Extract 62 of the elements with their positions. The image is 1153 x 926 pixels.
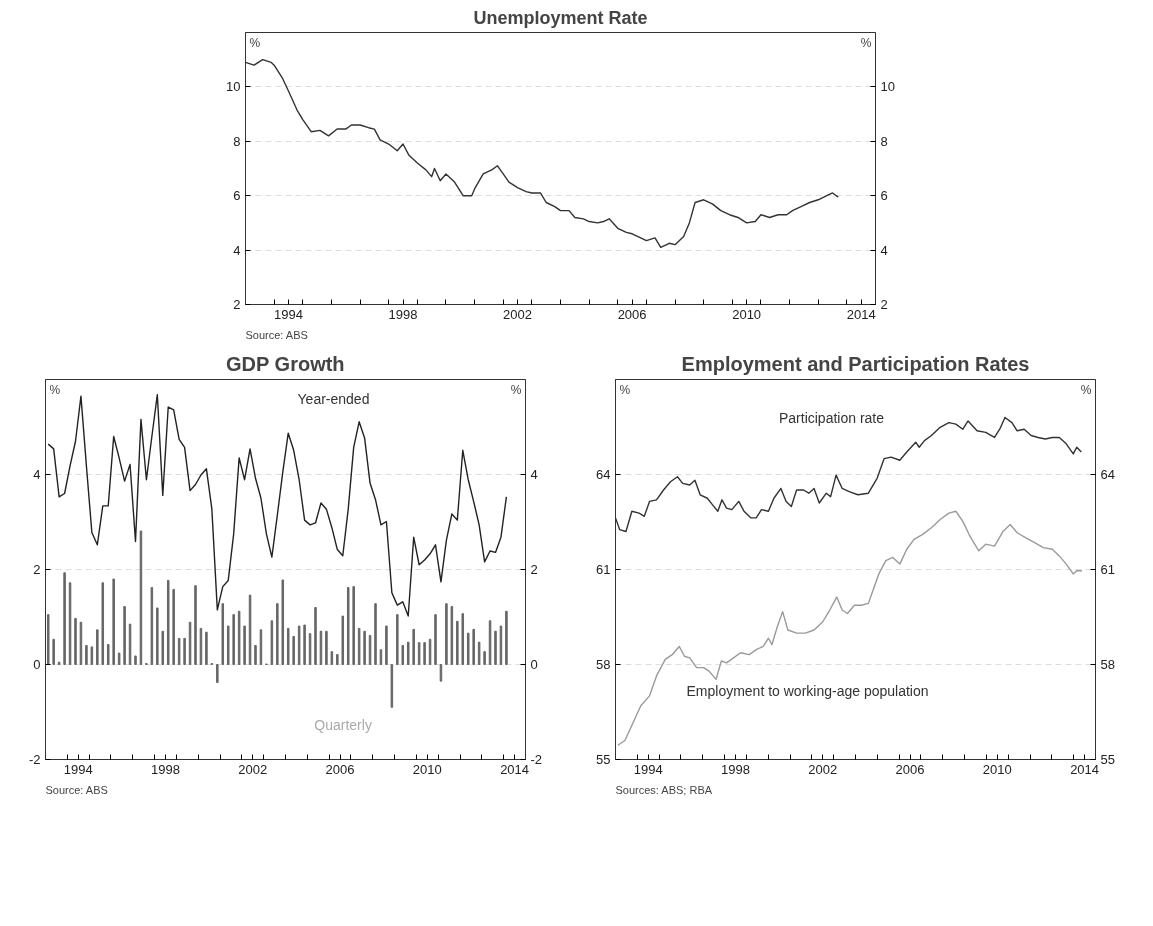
y2-tick-label: 55	[1100, 752, 1115, 767]
y2-tick-label: 10	[880, 79, 895, 95]
y-tick-label: 2	[33, 562, 41, 577]
x-tick-label: 2010	[732, 306, 762, 322]
y2-axis-title: %	[860, 35, 872, 50]
line-series	[47, 394, 508, 617]
x-tick-label: 2014	[1070, 761, 1100, 777]
chart-title: Employment and Participation Rates	[681, 352, 1030, 375]
x-tick-label: 2006	[895, 761, 925, 777]
text: Participation rate	[778, 409, 885, 426]
y-axis-title: %	[49, 382, 61, 397]
x-tick-label: 2006	[325, 761, 355, 777]
y-tick-label: 4	[233, 242, 241, 258]
y-tick-label: 4	[33, 467, 41, 482]
x-tick-label: 1998	[721, 761, 750, 777]
y2-tick-label: 8	[880, 133, 888, 149]
x-tick-label: 2002	[503, 306, 533, 322]
y2-tick-label: 4	[880, 242, 888, 258]
y-tick-label: 0	[33, 657, 41, 672]
y-tick-label: 64	[596, 467, 611, 482]
source-note: Source: ABS	[245, 328, 308, 341]
chart-title: GDP Growth	[226, 352, 345, 375]
y2-tick-label: 61	[1100, 562, 1115, 577]
y2-tick-label: 2	[530, 562, 538, 577]
y-tick-label: 2	[233, 297, 241, 312]
x-tick-label: 1998	[388, 306, 418, 322]
x-tick-label: 1994	[633, 761, 663, 777]
y2-tick-label: 4	[530, 467, 538, 482]
x-tick-label: 2014	[500, 761, 530, 777]
x-tick-label: 2002	[238, 761, 268, 777]
y2-tick-label: 6	[880, 188, 888, 204]
y2-tick-label: -2	[530, 752, 543, 767]
series-label: Employment to working-age population	[686, 683, 929, 700]
y-tick-label: 55	[596, 752, 611, 767]
line-series	[617, 510, 1083, 746]
y-axis-title: %	[619, 382, 631, 397]
x-tick-label: 2010	[982, 761, 1012, 777]
y-axis-title: %	[249, 35, 261, 50]
source-note: Source: ABS	[45, 783, 108, 796]
x-tick-label: 2010	[412, 761, 442, 777]
y2-tick-label: 64	[1100, 467, 1115, 482]
x-tick-label: 1994	[63, 761, 93, 777]
y2-tick-label: 2	[880, 297, 888, 312]
y2-axis-title: %	[510, 382, 522, 397]
y-tick-label: 6	[233, 188, 241, 204]
chart-title: Unemployment Rate	[473, 7, 648, 28]
y2-tick-label: 58	[1100, 657, 1115, 672]
y-tick-label: 58	[596, 657, 611, 672]
y-tick-label: 61	[596, 562, 611, 577]
x-tick-label: 2014	[846, 306, 876, 322]
y2-axis-title: %	[1080, 382, 1092, 397]
source-note: Sources: ABS; RBA	[615, 783, 713, 796]
series-label: Quarterly	[314, 717, 372, 734]
x-tick-label: 1994	[273, 306, 303, 322]
y-tick-label: 10	[226, 79, 241, 95]
y-tick-label: -2	[28, 752, 41, 767]
x-tick-label: 1998	[151, 761, 180, 777]
y-tick-label: 8	[233, 133, 241, 149]
series-label: Year-ended	[297, 390, 370, 407]
x-tick-label: 2006	[617, 306, 647, 322]
y2-tick-label: 0	[530, 657, 538, 672]
x-tick-label: 2002	[808, 761, 838, 777]
